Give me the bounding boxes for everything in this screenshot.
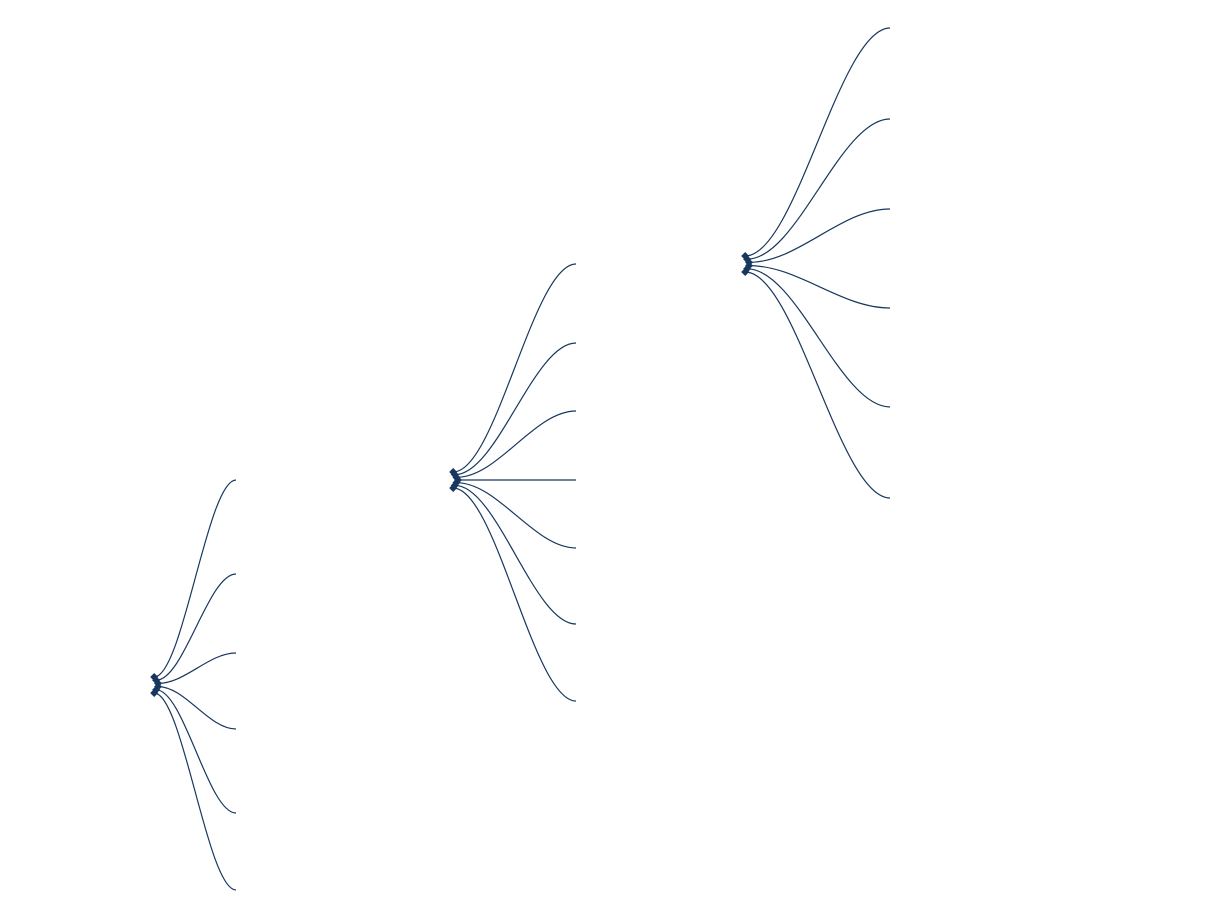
edges-layer	[150, 28, 890, 890]
edge-qa-qa3	[749, 209, 890, 262]
edge-root-spg	[154, 480, 236, 677]
spice-process-diagram	[0, 0, 1216, 906]
edge-root-sepg	[158, 687, 236, 729]
edge-spg-qa	[453, 264, 576, 472]
edge-root-sup	[158, 653, 236, 683]
edge-qa-qa4	[749, 266, 890, 308]
edge-qa-qa1	[745, 28, 890, 256]
edge-spg-jr	[456, 411, 576, 477]
edge-spg-crm	[453, 488, 576, 701]
edge-spg-cm	[456, 483, 576, 548]
edge-spg-ver	[455, 343, 576, 475]
edge-root-mpg	[154, 693, 236, 890]
edge-spg-prm	[455, 485, 576, 624]
edge-root-apg	[156, 574, 236, 680]
